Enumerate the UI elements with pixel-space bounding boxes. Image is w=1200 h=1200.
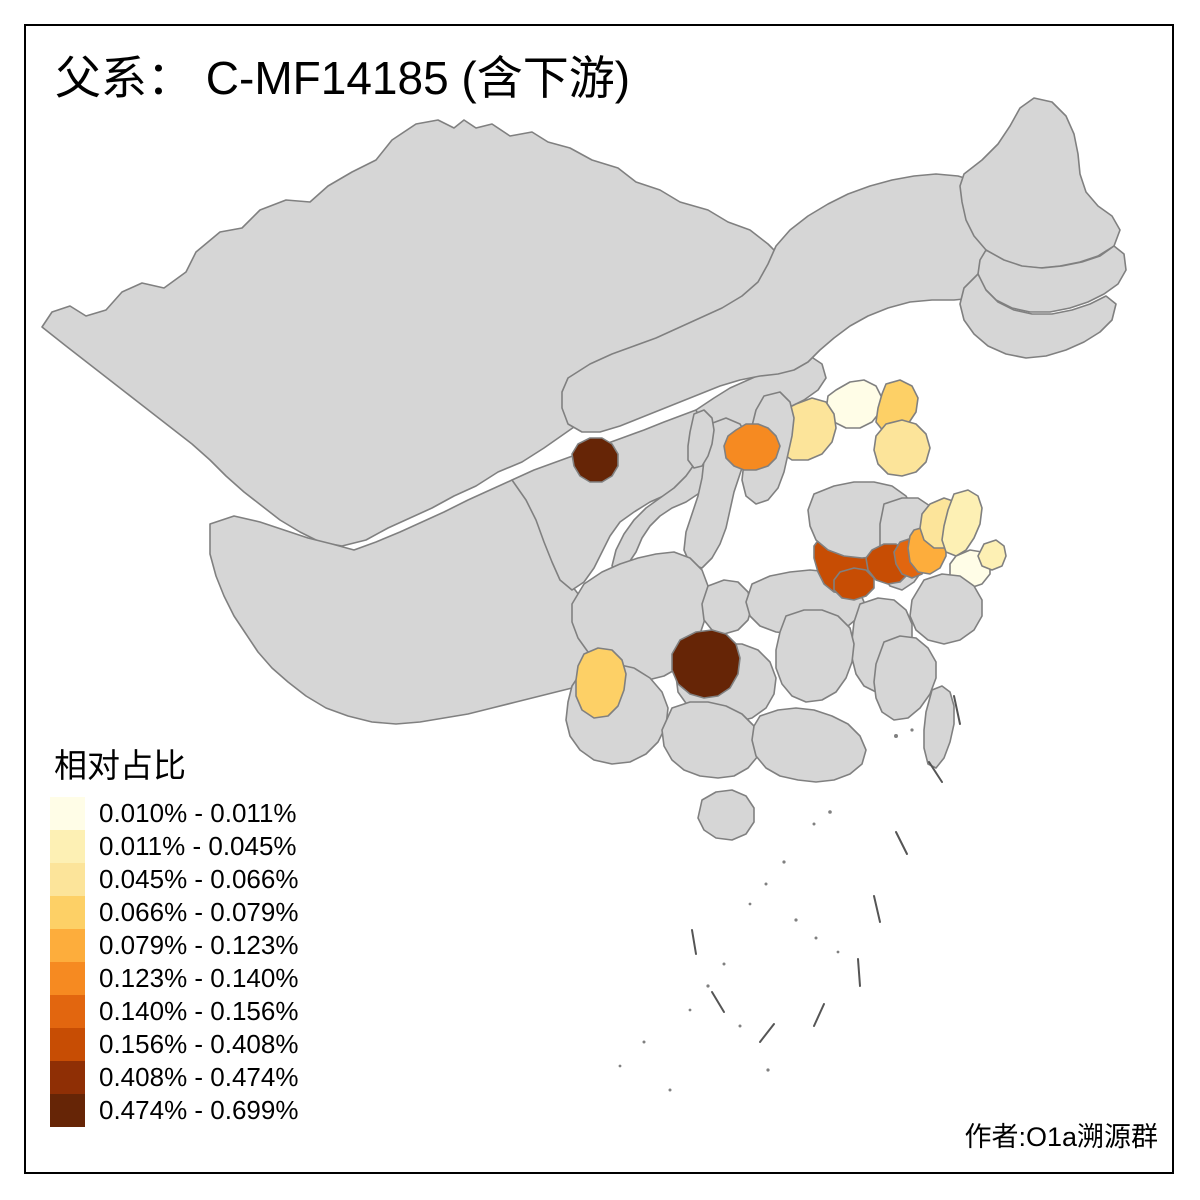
region-guangdong[interactable] — [751, 707, 867, 783]
legend-swatch — [50, 929, 85, 962]
region-taiwan[interactable] — [923, 685, 955, 769]
region-gansu-linxia[interactable] — [571, 437, 619, 483]
legend-row[interactable]: 0.140% - 0.156% — [50, 995, 380, 1028]
legend-row[interactable]: 0.408% - 0.474% — [50, 1061, 380, 1094]
legend-row[interactable]: 0.474% - 0.699% — [50, 1094, 380, 1127]
region-hainan[interactable] — [697, 789, 755, 841]
legend-swatch — [50, 1028, 85, 1061]
page-title: 父系： C-MF14185 (含下游) — [55, 52, 631, 104]
legend-title: 相对占比 — [54, 747, 186, 784]
region-zhejiang[interactable] — [909, 573, 983, 645]
region-guizhou-zunyi[interactable] — [671, 629, 741, 699]
legend-row[interactable]: 0.011% - 0.045% — [50, 830, 380, 863]
region-hubei-suizhou[interactable] — [833, 567, 875, 601]
region-chongqing[interactable] — [701, 579, 753, 635]
legend-label: 0.408% - 0.474% — [99, 1062, 299, 1092]
legend-swatch — [50, 863, 85, 896]
region-hunan[interactable] — [775, 609, 855, 703]
legend-row[interactable]: 0.045% - 0.066% — [50, 863, 380, 896]
region-heilongjiang[interactable] — [959, 97, 1121, 269]
legend-label: 0.010% - 0.011% — [99, 798, 297, 828]
author-credit: 作者:O1a溯源群 — [964, 1122, 1158, 1152]
legend-label: 0.156% - 0.408% — [99, 1029, 299, 1059]
legend-swatch — [50, 962, 85, 995]
legend-label: 0.474% - 0.699% — [99, 1095, 299, 1125]
region-yunnan-zhaotong[interactable] — [575, 647, 627, 719]
legend-label: 0.011% - 0.045% — [99, 831, 297, 861]
legend-swatch — [50, 1094, 85, 1127]
region-shaanxi-yanan[interactable] — [723, 423, 781, 471]
region-shandong-linyi[interactable] — [873, 419, 931, 477]
china-choropleth-map[interactable] — [24, 24, 1174, 1174]
legend-label: 0.140% - 0.156% — [99, 996, 299, 1026]
legend-swatch — [50, 1061, 85, 1094]
legend-row[interactable]: 0.123% - 0.140% — [50, 962, 380, 995]
region-jiangsu-yancheng[interactable] — [941, 489, 983, 557]
legend-row[interactable]: 0.066% - 0.079% — [50, 896, 380, 929]
legend-swatch — [50, 830, 85, 863]
legend-label: 0.066% - 0.079% — [99, 897, 299, 927]
legend-row[interactable]: 0.079% - 0.123% — [50, 929, 380, 962]
region-shanghai[interactable] — [977, 539, 1007, 571]
legend-row[interactable]: 0.010% - 0.011% — [50, 797, 380, 830]
legend-swatch — [50, 896, 85, 929]
legend-label: 0.045% - 0.066% — [99, 864, 299, 894]
legend-label: 0.123% - 0.140% — [99, 963, 299, 993]
legend-swatch — [50, 797, 85, 830]
map-legend: 相对占比 0.010% - 0.011% 0.011% - 0.045% 0.0… — [50, 745, 380, 1127]
nine-dash-line — [691, 695, 961, 1043]
region-ningxia[interactable] — [687, 409, 715, 469]
legend-swatch — [50, 995, 85, 1028]
legend-bin-list: 0.010% - 0.011% 0.011% - 0.045% 0.045% -… — [50, 797, 380, 1127]
map-base-layer — [41, 97, 1127, 841]
legend-row[interactable]: 0.156% - 0.408% — [50, 1028, 380, 1061]
region-guangxi[interactable] — [661, 701, 761, 779]
south-china-sea-islets — [618, 728, 914, 1092]
legend-label: 0.079% - 0.123% — [99, 930, 299, 960]
region-liaoning[interactable] — [959, 273, 1117, 359]
region-fujian[interactable] — [873, 635, 937, 721]
